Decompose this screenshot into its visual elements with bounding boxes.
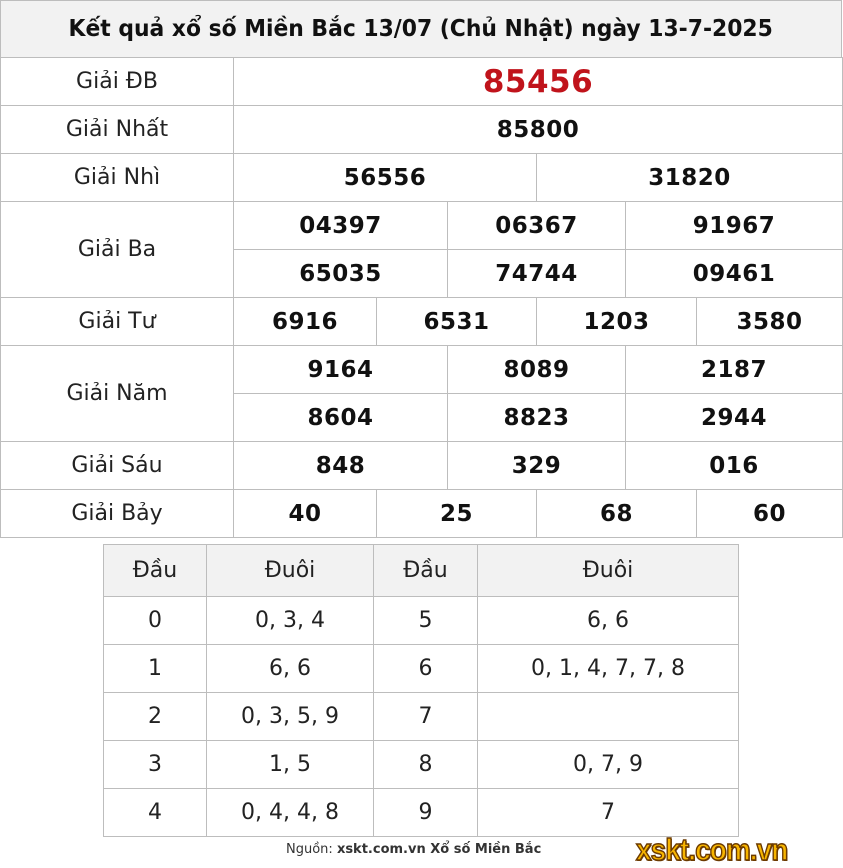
tail-header: Đuôi <box>477 544 739 597</box>
prize-number: 91967 <box>625 201 843 250</box>
source-site: xskt.com.vn Xổ số Miền Bắc <box>336 842 542 857</box>
prize-number: 56556 <box>233 153 537 202</box>
prize-number: 40 <box>233 489 377 538</box>
prize-number: 31820 <box>536 153 843 202</box>
head-digit: 3 <box>103 740 207 789</box>
tail-digits: 6, 6 <box>206 644 374 693</box>
head-digit: 0 <box>103 596 207 645</box>
head-digit: 4 <box>103 788 207 837</box>
head-digit: 9 <box>373 788 478 837</box>
tail-digits: 0, 3, 5, 9 <box>206 692 374 741</box>
prize-number: 65035 <box>233 249 448 298</box>
prize-number: 3580 <box>696 297 843 346</box>
special-prize-number: 85456 <box>233 57 843 106</box>
head-digit: 1 <box>103 644 207 693</box>
prize-number: 2187 <box>625 345 843 394</box>
prize-number: 016 <box>625 441 843 490</box>
prize-number: 329 <box>447 441 626 490</box>
prize-number: 25 <box>376 489 537 538</box>
prize-number: 74744 <box>447 249 626 298</box>
prize-number: 06367 <box>447 201 626 250</box>
prize-number: 60 <box>696 489 843 538</box>
prize-number: 68 <box>536 489 697 538</box>
head-digit: 2 <box>103 692 207 741</box>
tail-digits: 1, 5 <box>206 740 374 789</box>
prize-label-nhi: Giải Nhì <box>0 153 234 202</box>
tail-digits: 0, 4, 4, 8 <box>206 788 374 837</box>
tail-digits: 0, 1, 4, 7, 7, 8 <box>477 644 739 693</box>
title-text: Kết quả xổ số Miền Bắc 13/07 (Chủ Nhật) … <box>68 16 774 42</box>
tail-digits: 0, 3, 4 <box>206 596 374 645</box>
prize-number: 8089 <box>447 345 626 394</box>
prize-label-nhat: Giải Nhất <box>0 105 234 154</box>
prize-number: 8823 <box>447 393 626 442</box>
head-digit: 5 <box>373 596 478 645</box>
head-digit: 8 <box>373 740 478 789</box>
prize-number: 848 <box>233 441 448 490</box>
head-digit: 7 <box>373 692 478 741</box>
prize-number: 04397 <box>233 201 448 250</box>
prize-label-tu: Giải Tư <box>0 297 234 346</box>
tail-digits <box>477 692 739 741</box>
prize-number: 2944 <box>625 393 843 442</box>
head-digit: 6 <box>373 644 478 693</box>
prize-number: 1203 <box>536 297 697 346</box>
head-header: Đầu <box>373 544 478 597</box>
prize-number: 6531 <box>376 297 537 346</box>
source-line: Nguồn: xskt.com.vn Xổ số Miền Bắc <box>286 842 541 857</box>
tail-digits: 6, 6 <box>477 596 739 645</box>
prize-number: 8604 <box>233 393 448 442</box>
tail-digits: 0, 7, 9 <box>477 740 739 789</box>
head-header: Đầu <box>103 544 207 597</box>
prize-number: 85800 <box>233 105 843 154</box>
prize-number: 9164 <box>233 345 448 394</box>
source-prefix: Nguồn: <box>286 842 333 857</box>
tail-digits: 7 <box>477 788 739 837</box>
prize-number: 6916 <box>233 297 377 346</box>
prize-label-bay: Giải Bảy <box>0 489 234 538</box>
prize-number: 09461 <box>625 249 843 298</box>
prize-label-ba: Giải Ba <box>0 201 234 298</box>
xskt-logo: xskt.com.vn <box>635 831 789 868</box>
tail-header: Đuôi <box>206 544 374 597</box>
prize-label-nam: Giải Năm <box>0 345 234 442</box>
results-title: Kết quả xổ số Miền Bắc 13/07 (Chủ Nhật) … <box>0 0 842 58</box>
prize-label-db: Giải ĐB <box>0 57 234 106</box>
prize-label-sau: Giải Sáu <box>0 441 234 490</box>
